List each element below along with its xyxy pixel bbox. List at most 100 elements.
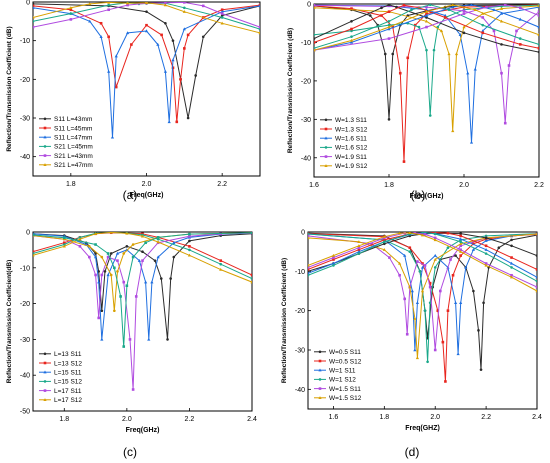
y-tick-label: 0 <box>26 230 30 237</box>
data-point <box>453 301 458 304</box>
data-point <box>94 243 97 246</box>
data-point <box>106 252 110 255</box>
legend-box <box>37 347 95 406</box>
data-point <box>308 268 310 271</box>
data-point <box>350 20 353 23</box>
data-point <box>510 273 513 277</box>
data-point <box>418 270 422 273</box>
data-point <box>441 340 445 344</box>
data-point <box>433 257 437 261</box>
data-point <box>33 20 35 23</box>
x-axis-label: Freq(GHZ) <box>405 425 440 432</box>
data-point <box>447 52 451 56</box>
data-point <box>459 242 463 245</box>
data-point <box>459 249 463 253</box>
data-point <box>518 6 522 10</box>
data-point <box>388 256 391 259</box>
data-point <box>408 285 412 289</box>
data-point <box>459 232 462 235</box>
legend-marker <box>43 380 47 383</box>
data-point <box>451 273 455 277</box>
data-point <box>141 250 144 253</box>
x-tick-label: 1.8 <box>384 182 394 189</box>
series-line <box>314 4 539 51</box>
y-tick-label: -30 <box>301 117 311 124</box>
data-point <box>484 263 488 267</box>
data-point <box>97 316 100 320</box>
data-point <box>107 2 111 4</box>
x-tick-label: 1.6 <box>329 414 339 421</box>
data-point <box>417 25 421 29</box>
data-point <box>125 245 129 248</box>
data-point <box>130 43 133 46</box>
data-point <box>357 252 361 255</box>
data-point <box>510 244 513 248</box>
data-point <box>134 295 138 298</box>
data-point <box>159 277 163 280</box>
data-point <box>116 259 119 262</box>
data-point <box>420 233 425 237</box>
legend-label: L=15 S11 <box>54 370 82 377</box>
data-point <box>537 14 539 17</box>
y-axis-label: Reflection/Transmission Coefficient (dB) <box>6 26 13 151</box>
chart-panel-2: 1.6 1.8 2.0 2.2 0 -10 -20 -30 -40 Freq(GHz) Reflec… <box>287 2 544 203</box>
data-point <box>258 31 260 35</box>
data-point <box>179 78 182 81</box>
data-point <box>459 240 462 244</box>
data-point <box>308 266 310 269</box>
data-point <box>456 352 460 356</box>
legend-label: S21 L=47mm <box>54 162 93 169</box>
panel-caption: (b) <box>411 188 426 202</box>
data-point <box>144 29 149 33</box>
data-point <box>447 8 451 12</box>
data-point <box>250 232 252 235</box>
data-point <box>164 2 167 5</box>
data-point <box>116 270 119 273</box>
y-tick-label: -40 <box>20 373 30 380</box>
y-axis-label: Reflection/Transmission Coefficient (dB) <box>281 258 288 383</box>
data-point <box>402 160 406 163</box>
chart-panel-4: 1.6 1.8 2.0 2.2 2.4 0 -10 -20 -30 -40 Freq(GHZ) Ref… <box>281 230 542 460</box>
data-point <box>426 360 429 364</box>
data-point <box>410 289 414 293</box>
legend-marker <box>318 350 322 354</box>
data-point <box>500 71 503 75</box>
data-point <box>107 35 110 39</box>
data-point <box>410 8 413 12</box>
data-point <box>182 27 186 31</box>
data-point <box>357 244 361 247</box>
data-point <box>156 42 160 46</box>
x-axis-label: Freq(GHz) <box>130 192 164 199</box>
data-point <box>436 309 440 312</box>
legend-label: W=1.6 S12 <box>335 145 368 152</box>
data-point <box>459 254 462 257</box>
data-point <box>219 267 223 271</box>
data-point <box>187 253 192 257</box>
data-point <box>387 118 391 121</box>
data-point <box>535 254 537 257</box>
data-point <box>188 248 191 252</box>
data-point <box>473 67 477 71</box>
data-point <box>387 27 391 31</box>
data-point <box>125 2 130 5</box>
data-point <box>220 16 224 19</box>
data-point <box>503 121 507 125</box>
data-point <box>141 259 144 262</box>
data-point <box>472 242 475 246</box>
data-point <box>380 6 383 10</box>
data-point <box>370 242 373 246</box>
data-point <box>423 309 427 312</box>
data-point <box>535 279 537 283</box>
data-point <box>406 56 410 60</box>
data-point <box>357 246 361 250</box>
legend: S11 L=43mm S11 L=45mm S11 L=47mm S21 L=45mm… <box>37 112 95 171</box>
data-point <box>481 31 485 35</box>
data-point <box>314 6 316 10</box>
data-point <box>433 236 437 240</box>
legend-marker <box>324 164 328 167</box>
data-point <box>492 8 496 11</box>
panel-caption: (d) <box>405 445 420 459</box>
data-point <box>537 50 539 54</box>
data-point <box>408 232 412 234</box>
